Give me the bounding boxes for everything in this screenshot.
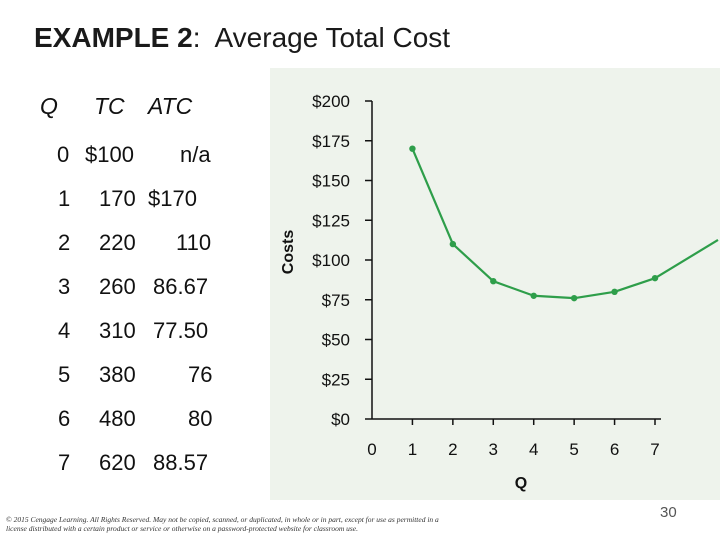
- x-tick-label: 6: [610, 440, 619, 459]
- atc-line: [411, 148, 656, 300]
- x-axis-label: Q: [515, 475, 527, 492]
- title-example: EXAMPLE 2: [34, 22, 193, 53]
- x-ticks: 0 1 2 3 4 5 6 7: [367, 419, 660, 459]
- row3-tc: 260: [99, 274, 136, 299]
- row4-q: 4: [58, 318, 71, 343]
- y-tick-label: $150: [312, 172, 350, 191]
- atc-line-extension: [654, 239, 719, 280]
- row1-tc: 170: [99, 186, 136, 211]
- row5-atc: 76: [188, 362, 213, 387]
- x-tick-label: 5: [569, 440, 578, 459]
- x-tick-label: 4: [529, 440, 538, 459]
- row2-q: 2: [58, 230, 71, 255]
- x-tick-label: 1: [408, 440, 417, 459]
- row4-tc: 310: [99, 318, 136, 343]
- row3-atc: 86.67: [153, 274, 209, 299]
- copyright-notice: © 2015 Cengage Learning. All Rights Rese…: [6, 515, 439, 533]
- row7-tc: 620: [99, 450, 136, 475]
- row3-q: 3: [58, 274, 71, 299]
- title-colon: :: [192, 22, 201, 53]
- atc-point: [570, 294, 578, 302]
- header-atc: ATC: [148, 93, 193, 119]
- row4-atc: 77.50: [153, 318, 209, 343]
- y-tick-label: $50: [322, 331, 350, 350]
- y-ticks: $0 $25 $50 $75 $100 $125 $150 $175 $200: [312, 92, 372, 429]
- x-tick-label: 7: [650, 440, 659, 459]
- atc-point: [611, 288, 618, 295]
- page-number: 30: [660, 504, 677, 521]
- row1-atc: $170: [148, 186, 197, 211]
- row0-tc: $100: [85, 142, 134, 167]
- row2-tc: 220: [99, 230, 136, 255]
- y-tick-label: $75: [322, 291, 350, 310]
- atc-point: [449, 240, 457, 248]
- y-tick-label: $125: [312, 211, 350, 230]
- row5-tc: 380: [99, 362, 136, 387]
- atc-point: [651, 274, 659, 282]
- row0-q: 0: [57, 142, 70, 167]
- atc-series: [409, 145, 719, 302]
- row2-atc: 110: [176, 230, 212, 255]
- x-tick-label: 0: [367, 440, 376, 459]
- y-tick-label: $175: [312, 132, 350, 151]
- y-tick-label: $100: [312, 251, 350, 270]
- row6-tc: 480: [99, 406, 136, 431]
- header-tc: TC: [94, 93, 125, 119]
- atc-point: [409, 145, 416, 152]
- y-tick-label: $0: [331, 410, 350, 429]
- row7-q: 7: [58, 450, 71, 475]
- row7-atc: 88.57: [153, 450, 209, 475]
- header-q: Q: [40, 93, 58, 119]
- chart-panel: [270, 68, 720, 500]
- x-tick-label: 3: [489, 440, 498, 459]
- x-tick-label: 2: [448, 440, 457, 459]
- cost-table: Q TC ATC 0 $100 n/a 1 170 $170 2 220 110…: [0, 0, 270, 480]
- row5-q: 5: [58, 362, 71, 387]
- row1-q: 1: [58, 186, 71, 211]
- row0-atc: n/a: [180, 142, 211, 167]
- slide-title: EXAMPLE 2: Average Total Cost: [34, 22, 450, 54]
- atc-point: [490, 277, 497, 285]
- y-axis-label: Costs: [280, 230, 297, 275]
- title-topic: Average Total Cost: [214, 22, 451, 53]
- atc-point: [530, 292, 537, 299]
- row6-q: 6: [58, 406, 71, 431]
- row6-atc: 80: [188, 406, 213, 431]
- y-tick-label: $25: [322, 370, 350, 389]
- y-tick-label: $200: [312, 92, 350, 111]
